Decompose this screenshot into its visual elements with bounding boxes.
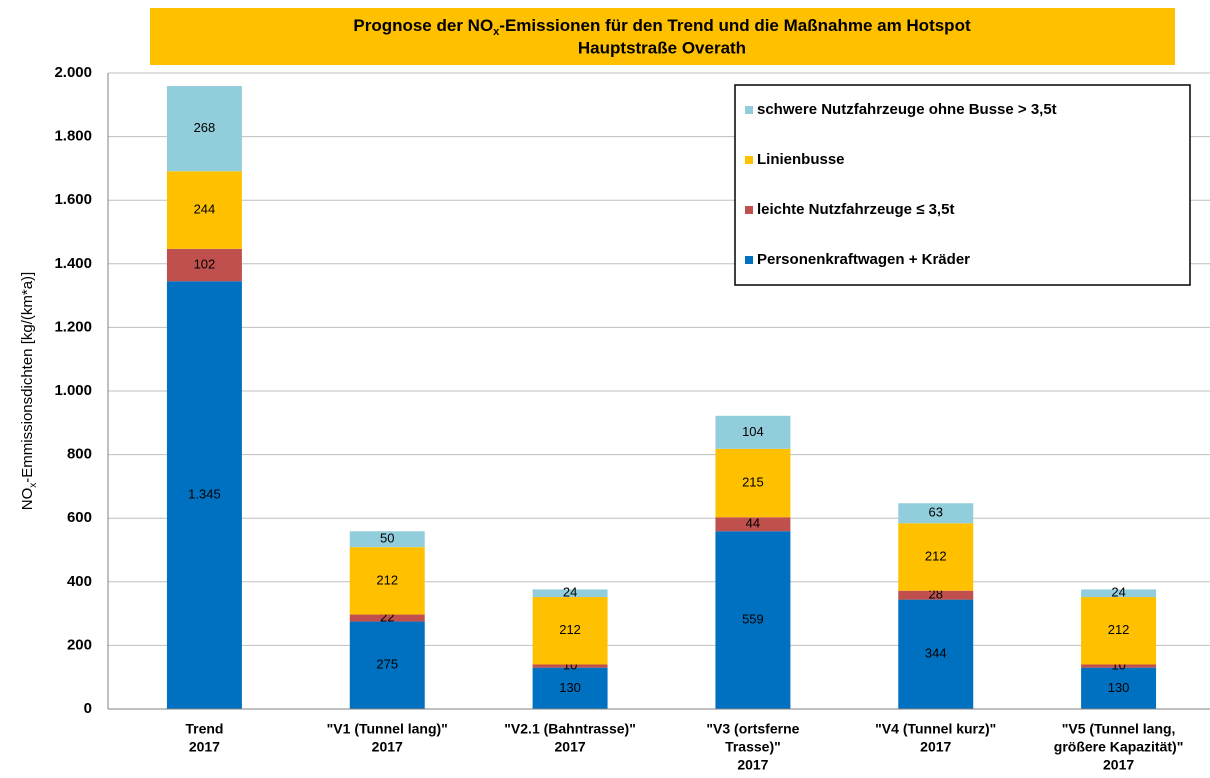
label-subscript: x [28,483,39,488]
bar-segment [1081,597,1157,665]
bar-segment [715,531,791,709]
y-tick-label: 0 [84,700,92,717]
legend-label: Personenkraftwagen + Kräder [757,251,970,268]
bar-segment [532,667,608,709]
y-tick-label: 1.400 [54,255,92,272]
y-tick-label: 800 [67,446,92,463]
bar-segment [532,664,608,668]
bar-segment [1081,664,1157,668]
legend-label: schwere Nutzfahrzeuge ohne Busse > 3,5t [757,101,1057,118]
bar-segment [898,599,974,709]
bar-segment [1081,667,1157,709]
y-tick-label: 1.200 [54,318,92,335]
bar-segment [166,281,242,709]
chart-title-line2: Hauptstraße Overath [578,38,746,57]
x-tick-label: 2017 [555,739,586,755]
bar-segment [898,523,974,591]
y-axis-label: NOx-Emmissionsdichten [kg/(km*a)] [19,272,39,510]
bar-segment [166,86,242,172]
value-label: 559 [742,612,764,627]
x-tick-label: 2017 [920,739,951,755]
bar-segment [166,171,242,249]
y-tick-label: 1.800 [54,128,92,145]
y-tick-label: 400 [67,573,92,590]
chart-title: Prognose der NOx-Emissionen für den Tren… [353,16,971,37]
value-label: 244 [194,201,216,216]
legend-label: leichte Nutzfahrzeuge ≤ 3,5t [757,201,954,218]
legend-swatch [745,156,753,164]
bar-segment [349,621,425,709]
bar-segment [715,517,791,532]
y-tick-label: 600 [67,509,92,526]
value-label: 63 [929,505,943,520]
value-label: 212 [376,572,398,587]
x-tick-label: "V4 (Tunnel kurz)" [875,721,996,737]
bar-segment [898,503,974,524]
legend-swatch [745,206,753,214]
bar-segment [715,415,791,449]
y-tick-label: 2.000 [54,64,92,81]
value-label: 212 [1108,622,1130,637]
value-label: 212 [559,622,581,637]
bar-segment [532,589,608,598]
value-label: 104 [742,424,764,439]
x-tick-label: 2017 [189,739,220,755]
value-label: 130 [559,680,581,695]
x-tick-label: "V5 (Tunnel lang, [1062,721,1176,737]
value-label: 275 [376,657,398,672]
label-part: -Emmissionsdichten [kg/(km*a)] [19,272,36,483]
label-part: NO [19,488,36,511]
bar-segment [898,590,974,600]
y-tick-label: 1.600 [54,191,92,208]
y-tick-label: 1.000 [54,382,92,399]
bar-segment [349,531,425,548]
value-label: 344 [925,646,947,661]
value-label: 215 [742,474,764,489]
value-label: 44 [746,516,760,531]
value-label: 24 [563,585,577,600]
title-part: Prognose der NO [353,16,493,35]
bar-segment [532,597,608,665]
y-tick-label: 200 [67,636,92,653]
value-label: 212 [925,548,947,563]
value-label: 1.345 [188,487,221,502]
title-subscript: x [493,26,500,38]
x-tick-label: größere Kapazität)" [1054,739,1184,755]
value-label: 102 [194,257,216,272]
title-box [150,8,1175,65]
bar-segment [349,547,425,615]
value-label: 268 [194,120,216,135]
legend-swatch [745,106,753,114]
bar-segment [1081,589,1157,598]
bar-segment [715,448,791,518]
bar-segment [349,614,425,622]
x-tick-label: "V2.1 (Bahntrasse)" [504,721,636,737]
legend-swatch [745,256,753,264]
x-tick-label: "V3 (ortsferne [706,721,799,737]
x-tick-label: Trasse)" [725,739,781,755]
legend-box [734,84,1191,286]
value-label: 50 [380,531,394,546]
x-tick-label: "V1 (Tunnel lang)" [327,721,448,737]
x-tick-label: Trend [185,721,223,737]
value-label: 130 [1108,680,1130,695]
bar-segment [166,248,242,282]
title-part: -Emissionen für den Trend und die Maßnah… [499,16,971,35]
value-label: 24 [1111,585,1125,600]
x-tick-label: 2017 [737,757,768,773]
x-tick-label: 2017 [372,739,403,755]
legend-label: Linienbusse [757,151,845,168]
x-tick-label: 2017 [1103,757,1134,773]
